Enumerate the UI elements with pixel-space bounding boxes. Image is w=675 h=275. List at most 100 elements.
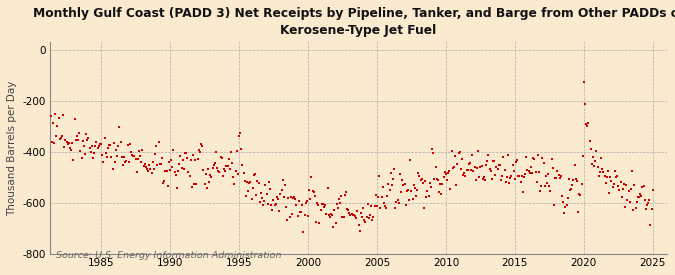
Point bbox=[152, 163, 163, 167]
Point bbox=[315, 208, 326, 212]
Point bbox=[598, 170, 609, 174]
Point bbox=[75, 149, 86, 154]
Point bbox=[312, 200, 323, 205]
Point bbox=[560, 205, 571, 209]
Point bbox=[413, 170, 424, 175]
Point bbox=[622, 198, 633, 202]
Point bbox=[333, 206, 344, 210]
Point bbox=[538, 160, 549, 165]
Point bbox=[575, 193, 586, 197]
Point bbox=[576, 182, 587, 186]
Point bbox=[96, 142, 107, 147]
Point bbox=[338, 215, 349, 219]
Point bbox=[366, 204, 377, 208]
Point bbox=[593, 174, 604, 178]
Point bbox=[499, 168, 510, 173]
Point bbox=[148, 167, 159, 171]
Point bbox=[647, 188, 658, 192]
Point bbox=[298, 229, 308, 234]
Point bbox=[446, 148, 457, 153]
Point bbox=[145, 167, 156, 171]
Point bbox=[98, 160, 109, 164]
Point bbox=[569, 163, 580, 167]
Point bbox=[163, 160, 174, 164]
Point bbox=[487, 159, 498, 163]
Point bbox=[508, 169, 519, 174]
Point bbox=[374, 174, 385, 178]
Point bbox=[236, 147, 246, 151]
Point bbox=[153, 140, 164, 144]
Point bbox=[359, 218, 370, 222]
Point bbox=[376, 195, 387, 199]
Point bbox=[238, 171, 249, 175]
Point bbox=[44, 113, 55, 117]
Point bbox=[427, 147, 437, 151]
Point bbox=[240, 178, 250, 183]
Point bbox=[286, 212, 297, 216]
Point bbox=[91, 140, 102, 144]
Point bbox=[589, 163, 599, 168]
Point bbox=[464, 161, 475, 165]
Point bbox=[482, 159, 493, 163]
Point bbox=[290, 197, 301, 202]
Point bbox=[507, 163, 518, 167]
Point bbox=[74, 131, 84, 135]
Point bbox=[116, 155, 127, 159]
Point bbox=[351, 216, 362, 221]
Point bbox=[254, 200, 265, 204]
Point bbox=[567, 183, 578, 187]
Point bbox=[176, 166, 187, 170]
Point bbox=[521, 155, 532, 159]
Point bbox=[107, 167, 118, 172]
Point bbox=[536, 184, 547, 188]
Point bbox=[453, 151, 464, 155]
Point bbox=[80, 152, 90, 156]
Point bbox=[320, 203, 331, 207]
Point bbox=[211, 150, 221, 155]
Point bbox=[248, 186, 259, 190]
Y-axis label: Thousand Barrels per Day: Thousand Barrels per Day bbox=[7, 80, 17, 216]
Point bbox=[537, 156, 548, 161]
Point bbox=[322, 185, 333, 190]
Point bbox=[229, 182, 240, 186]
Point bbox=[101, 155, 112, 159]
Point bbox=[495, 163, 506, 167]
Point bbox=[476, 164, 487, 168]
Point bbox=[588, 155, 599, 159]
Point bbox=[416, 177, 427, 182]
Point bbox=[400, 203, 411, 207]
Point bbox=[348, 212, 359, 217]
Point bbox=[603, 191, 614, 196]
Point bbox=[228, 175, 239, 180]
Point bbox=[445, 187, 456, 192]
Point bbox=[277, 178, 288, 182]
Point bbox=[62, 142, 73, 146]
Point bbox=[553, 173, 564, 177]
Point bbox=[310, 220, 321, 224]
Point bbox=[498, 155, 509, 159]
Point bbox=[636, 194, 647, 198]
Point bbox=[621, 182, 632, 187]
Point bbox=[429, 177, 440, 182]
Title: Monthly Gulf Coast (PADD 3) Net Receipts by Pipeline, Tanker, and Barge from Oth: Monthly Gulf Coast (PADD 3) Net Receipts… bbox=[32, 7, 675, 37]
Point bbox=[204, 180, 215, 185]
Point bbox=[611, 175, 622, 179]
Point bbox=[535, 189, 545, 193]
Point bbox=[475, 165, 486, 170]
Point bbox=[132, 157, 143, 161]
Point bbox=[562, 196, 573, 200]
Point bbox=[82, 138, 92, 142]
Point bbox=[530, 169, 541, 174]
Point bbox=[259, 199, 270, 203]
Point bbox=[65, 146, 76, 150]
Point bbox=[345, 213, 356, 218]
Point bbox=[59, 144, 70, 149]
Point bbox=[129, 154, 140, 158]
Point bbox=[160, 169, 171, 173]
Point bbox=[353, 223, 364, 228]
Point bbox=[275, 192, 286, 196]
Point bbox=[552, 169, 563, 174]
Point bbox=[309, 194, 320, 199]
Point bbox=[632, 195, 643, 200]
Point bbox=[108, 141, 119, 145]
